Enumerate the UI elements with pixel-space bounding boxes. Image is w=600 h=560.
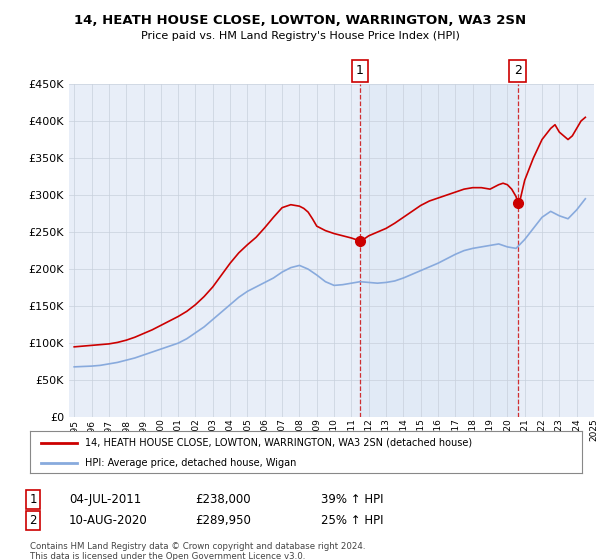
Text: 1: 1 (29, 493, 37, 506)
Text: £238,000: £238,000 (195, 493, 251, 506)
Bar (360, 84, 518, 417)
Text: Price paid vs. HM Land Registry's House Price Index (HPI): Price paid vs. HM Land Registry's House … (140, 31, 460, 41)
Text: 10-AUG-2020: 10-AUG-2020 (69, 514, 148, 528)
Text: 25% ↑ HPI: 25% ↑ HPI (321, 514, 383, 528)
Text: 2: 2 (29, 514, 37, 528)
Text: HPI: Average price, detached house, Wigan: HPI: Average price, detached house, Wiga… (85, 458, 296, 468)
Text: 1: 1 (356, 64, 364, 77)
Text: Contains HM Land Registry data © Crown copyright and database right 2024.
This d: Contains HM Land Registry data © Crown c… (30, 542, 365, 560)
Text: 2: 2 (514, 64, 521, 77)
Text: 04-JUL-2011: 04-JUL-2011 (69, 493, 141, 506)
Text: 39% ↑ HPI: 39% ↑ HPI (321, 493, 383, 506)
Text: 14, HEATH HOUSE CLOSE, LOWTON, WARRINGTON, WA3 2SN: 14, HEATH HOUSE CLOSE, LOWTON, WARRINGTO… (74, 14, 526, 27)
Text: 14, HEATH HOUSE CLOSE, LOWTON, WARRINGTON, WA3 2SN (detached house): 14, HEATH HOUSE CLOSE, LOWTON, WARRINGTO… (85, 438, 472, 448)
Text: £289,950: £289,950 (195, 514, 251, 528)
